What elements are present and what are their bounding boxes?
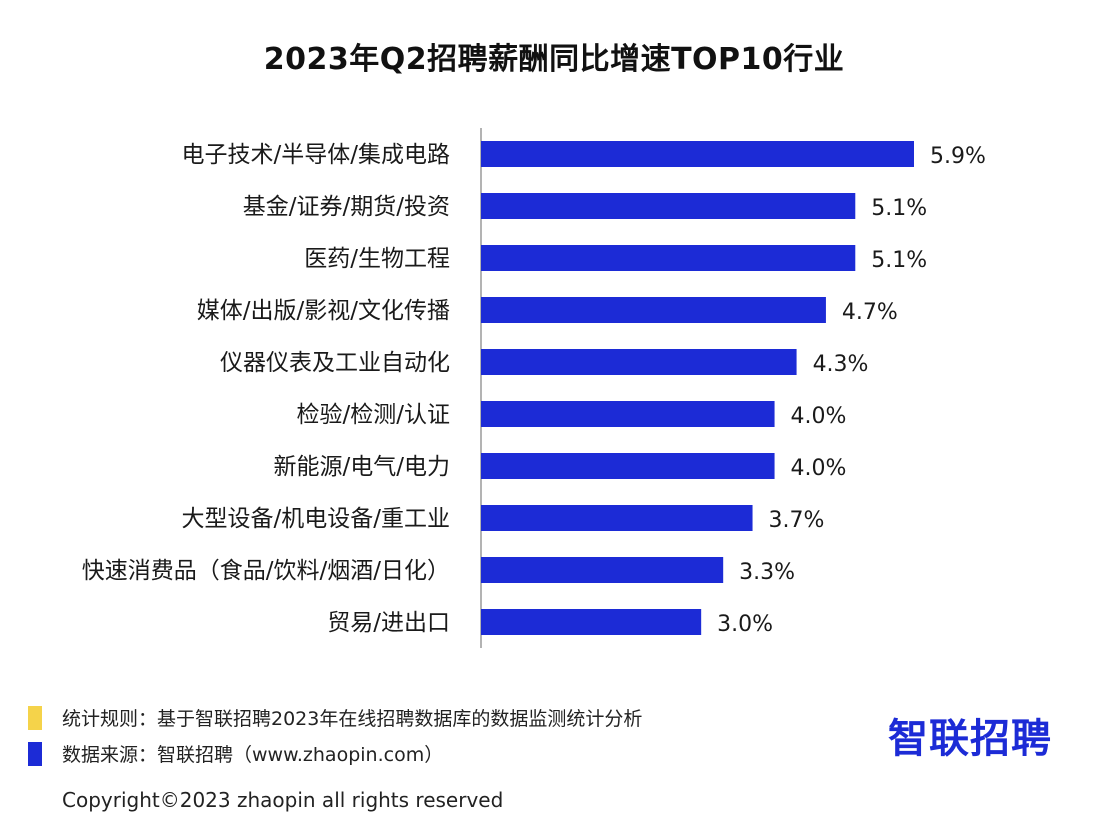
- value-label: 5.1%: [871, 196, 927, 221]
- category-label: 基金/证券/期货/投资: [243, 194, 450, 220]
- bar: [481, 349, 797, 375]
- bar: [481, 141, 914, 167]
- copyright-text: Copyright©2023 zhaopin all rights reserv…: [62, 788, 504, 812]
- category-label: 检验/检测/认证: [297, 402, 451, 428]
- chart-title: 2023年Q2招聘薪酬同比增速TOP10行业: [263, 42, 845, 77]
- value-label: 4.7%: [842, 300, 898, 325]
- yellow-legend-swatch: [28, 705, 42, 730]
- value-label: 3.0%: [717, 612, 773, 637]
- category-label: 仪器仪表及工业自动化: [220, 350, 450, 376]
- zhaopin-logo: 智联招聘: [888, 716, 1052, 762]
- stat-rule-text: 统计规则：基于智联招聘2023年在线招聘数据库的数据监测统计分析: [62, 708, 643, 730]
- category-label: 医药/生物工程: [304, 246, 450, 272]
- bar: [481, 609, 702, 635]
- blue-legend-swatch: [28, 741, 42, 766]
- category-label: 大型设备/机电设备/重工业: [182, 506, 451, 532]
- value-label: 3.7%: [769, 508, 825, 533]
- bar: [481, 557, 724, 583]
- category-label: 电子技术/半导体/集成电路: [182, 142, 451, 168]
- bar: [481, 245, 856, 271]
- value-label: 5.9%: [930, 144, 986, 169]
- stat-rule-note: 统计规则：基于智联招聘2023年在线招聘数据库的数据监测统计分析: [28, 704, 642, 731]
- category-label: 新能源/电气/电力: [274, 454, 451, 480]
- value-label: 4.3%: [813, 352, 869, 377]
- data-source-note: 数据来源：智联招聘（www.zhaopin.com）: [28, 740, 443, 767]
- bar: [481, 505, 753, 531]
- value-label: 4.0%: [791, 404, 847, 429]
- category-label: 快速消费品（食品/饮料/烟酒/日化）: [82, 558, 450, 584]
- value-label: 5.1%: [871, 248, 927, 273]
- bar: [481, 193, 856, 219]
- value-label: 3.3%: [739, 560, 795, 585]
- bar: [481, 401, 775, 427]
- bar: [481, 297, 826, 323]
- value-label: 4.0%: [791, 456, 847, 481]
- category-label: 贸易/进出口: [327, 610, 450, 636]
- category-label: 媒体/出版/影视/文化传播: [197, 298, 450, 324]
- bar-chart: 电子技术/半导体/集成电路 5.9% 基金/证券/期货/投资 5.1% 医药/生物工程 5…: [82, 128, 986, 648]
- data-source-text: 数据来源：智联招聘（www.zhaopin.com）: [62, 744, 444, 766]
- bar: [481, 453, 775, 479]
